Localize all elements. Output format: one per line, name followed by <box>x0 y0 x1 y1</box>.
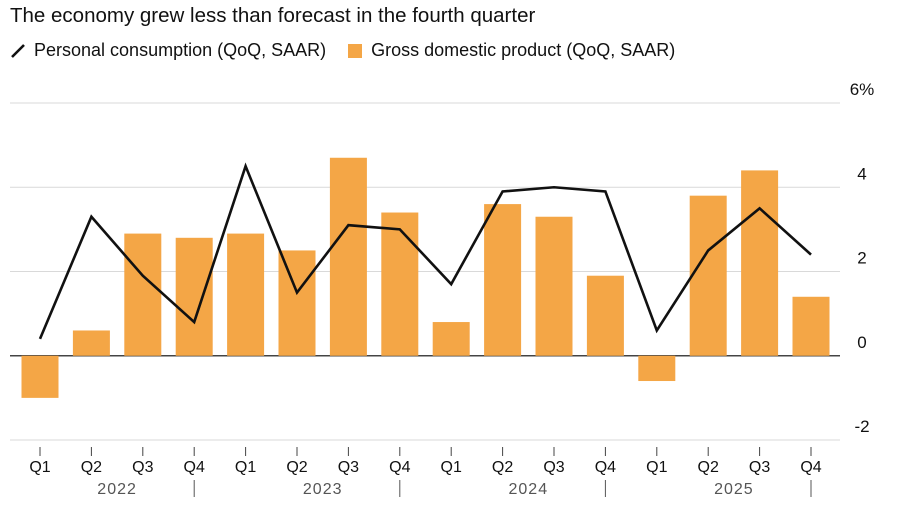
year-label: 2025 <box>714 481 754 498</box>
gdp-bar <box>329 157 367 356</box>
x-tick-label: Q3 <box>749 459 770 476</box>
consumption-line <box>38 162 812 340</box>
gdp-bar <box>21 355 59 398</box>
legend-item-gdp: Gross domestic product (QoQ, SAAR) <box>348 40 675 61</box>
gdp-bar <box>741 170 779 356</box>
x-tick-label: Q1 <box>646 459 667 476</box>
x-tick-label: Q1 <box>441 459 462 476</box>
y-tick-label: 2 <box>857 249 866 268</box>
gdp-bar <box>638 355 676 382</box>
gdp-bar <box>227 233 265 356</box>
bar-swatch-icon <box>348 43 363 58</box>
x-tick-label: Q4 <box>800 459 821 476</box>
x-tick-label: Q4 <box>389 459 410 476</box>
gdp-bar <box>124 233 162 356</box>
year-label: 2023 <box>303 481 343 498</box>
x-tick-label: Q4 <box>595 459 616 476</box>
x-tick-label: Q1 <box>29 459 50 476</box>
gdp-bar <box>175 237 213 356</box>
legend-label-gdp: Gross domestic product (QoQ, SAAR) <box>371 40 676 60</box>
legend-item-consumption: Personal consumption (QoQ, SAAR) <box>10 40 326 61</box>
legend-label-consumption: Personal consumption (QoQ, SAAR) <box>34 40 327 60</box>
gdp-bar <box>484 204 522 356</box>
x-tick-label: Q2 <box>286 459 307 476</box>
gdp-bar <box>72 330 110 356</box>
gdp-bar <box>432 322 470 356</box>
y-tick-label: 6% <box>850 80 875 99</box>
year-label: 2024 <box>509 481 549 498</box>
gdp-bar <box>792 296 830 356</box>
x-tick-label: Q2 <box>698 459 719 476</box>
x-tick-label: Q2 <box>81 459 102 476</box>
gdp-bar <box>586 275 624 356</box>
x-tick-label: Q3 <box>338 459 359 476</box>
x-tick-label: Q3 <box>132 459 153 476</box>
chart-title: The economy grew less than forecast in t… <box>10 4 536 27</box>
x-tick-label: Q3 <box>543 459 564 476</box>
y-tick-label: 0 <box>857 333 866 352</box>
legend: Personal consumption (QoQ, SAAR) Gross d… <box>10 40 697 61</box>
gdp-bar <box>381 212 419 356</box>
x-tick-label: Q2 <box>492 459 513 476</box>
gdp-bar <box>278 250 316 356</box>
line-swatch-icon <box>11 43 25 58</box>
year-label: 2022 <box>97 481 137 498</box>
gdp-bar <box>689 195 727 356</box>
y-tick-label: 4 <box>857 164 866 183</box>
gdp-bar <box>535 216 573 356</box>
x-tick-label: Q1 <box>235 459 256 476</box>
y-tick-label: -2 <box>854 417 869 436</box>
x-tick-label: Q4 <box>184 459 205 476</box>
